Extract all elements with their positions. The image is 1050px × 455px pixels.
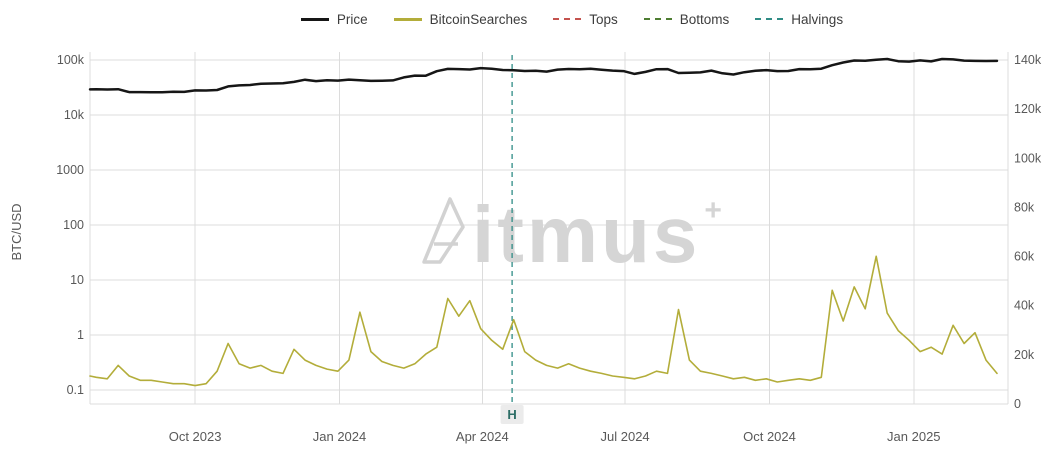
gridlines [89,52,1009,405]
right-axis-tick-label: 20k [1014,348,1035,362]
bitmus-logo-icon [422,197,465,264]
dashed-line-swatch [643,18,672,20]
right-axis-tick-label: 60k [1014,250,1035,264]
x-axis-tick-label: Apr 2024 [456,429,509,444]
solid-line-swatch [300,17,329,21]
x-axis-tick-label: Jan 2025 [887,429,941,444]
left-axis-tick-label: 0.1 [67,383,84,397]
legend-item-bottoms[interactable]: Bottoms [643,11,730,27]
halving-label-box [500,405,524,424]
legend-label: Bottoms [679,11,730,27]
series-lines: H [88,55,999,424]
series-line-Price [88,57,999,94]
watermark: itmus + [422,190,725,279]
right-axis-tick-label: 80k [1014,200,1035,214]
x-axis-tick-label: Jul 2024 [601,429,650,444]
right-axis-tick-label: 120k [1014,102,1042,116]
watermark-text: itmus + [472,190,725,279]
dashed-line-swatch [553,18,582,20]
series-line-BitcoinSearches [89,255,998,387]
legend-item-tops[interactable]: Tops [553,12,618,27]
left-axis-tick-label: 100k [57,53,85,67]
right-axis-tick-label: 0 [1014,397,1021,411]
legend-item-bitcoin-searches[interactable]: BitcoinSearches [393,11,528,27]
legend-label: BitcoinSearches [429,11,528,27]
chart-legend: Price BitcoinSearches Tops Bottoms Halvings [0,8,1050,30]
right-axis-tick-label: 100k [1014,151,1042,165]
legend-item-halvings[interactable]: Halvings [755,12,843,27]
legend-label: Tops [589,11,618,27]
right-axis-tick-label: 40k [1014,299,1035,313]
left-axis-tick-label: 10k [64,108,85,122]
left-axis-tick-label: 1 [77,328,84,342]
right-axis-tick-label: 140k [1014,53,1042,67]
legend-item-price[interactable]: Price [300,11,368,27]
solid-line-swatch [393,17,422,21]
x-axis-tick-label: Oct 2023 [169,429,222,444]
left-axis-tick-label: 1000 [56,163,84,177]
dashed-line-swatch [755,18,784,20]
axis-tick-labels: 100k 10k 1000 100 10 1 0.1 140k 120k 100k 80k 60k 40… [56,53,1042,444]
x-axis-tick-label: Jan 2024 [313,429,367,444]
legend-label: Halvings [791,11,844,27]
left-axis-tick-label: 100 [63,218,84,232]
legend-label: Price [336,11,368,27]
halving-label: H [507,407,516,422]
left-axis-title: BTC/USD [9,203,24,260]
left-axis-tick-label: 10 [70,273,84,287]
x-axis-tick-label: Oct 2024 [743,429,796,444]
